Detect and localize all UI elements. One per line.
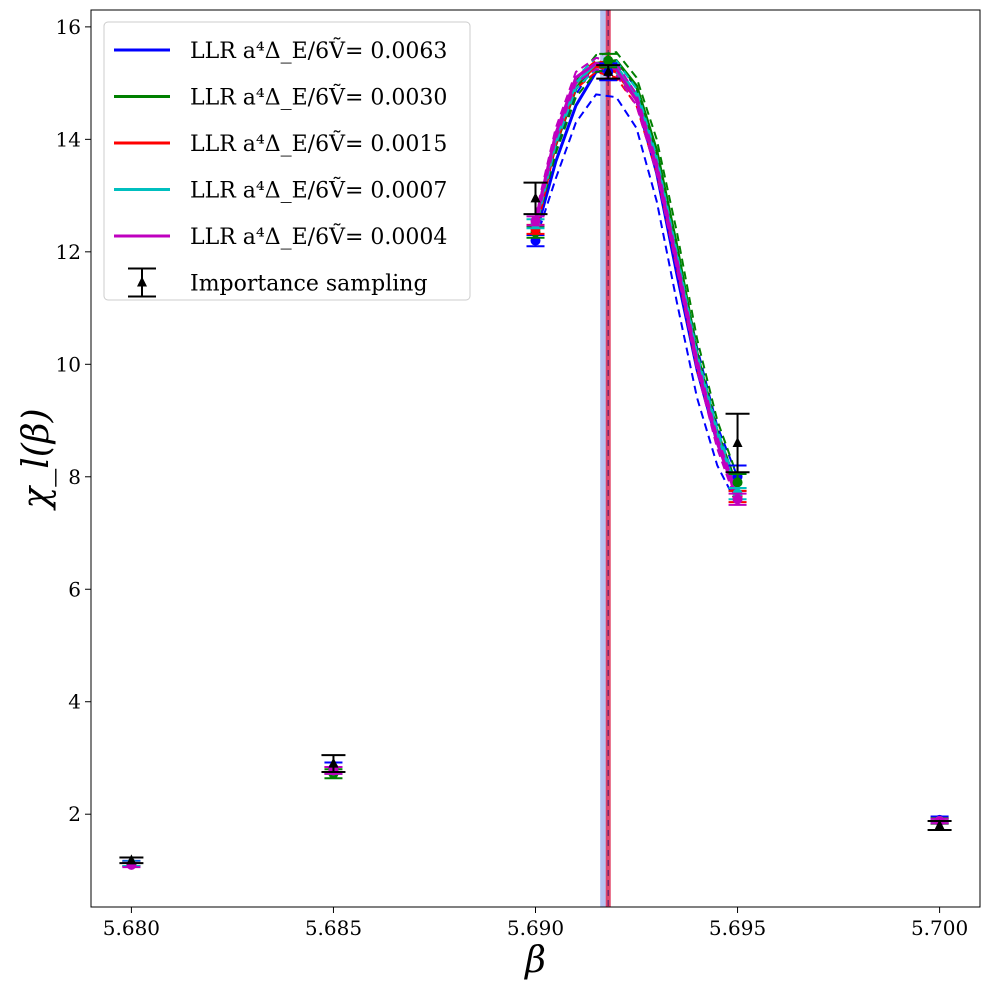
y-tick-label: 8 bbox=[68, 465, 81, 489]
data-point bbox=[530, 192, 541, 203]
data-point bbox=[732, 477, 743, 488]
legend-marker bbox=[137, 276, 147, 287]
x-tick-label: 5.695 bbox=[709, 916, 766, 940]
vertical-band bbox=[605, 10, 611, 907]
data-point bbox=[603, 65, 614, 76]
vertical-band bbox=[600, 10, 609, 907]
x-tick-label: 5.680 bbox=[103, 916, 160, 940]
data-point bbox=[328, 757, 339, 768]
series-line bbox=[534, 61, 739, 500]
data-point bbox=[603, 55, 614, 66]
x-tick-label: 5.690 bbox=[507, 916, 564, 940]
legend-label: LLR a⁴Δ_E/6Ṽ= 0.0007 bbox=[190, 176, 447, 204]
legend-label: Importance sampling bbox=[190, 272, 428, 297]
plot-content bbox=[119, 10, 952, 907]
y-tick-label: 4 bbox=[68, 690, 81, 714]
series-line bbox=[534, 61, 739, 495]
y-tick-label: 2 bbox=[68, 802, 81, 826]
legend: LLR a⁴Δ_E/6Ṽ= 0.0063 LLR a⁴Δ_E/6Ṽ= 0.0030… bbox=[103, 21, 471, 301]
plot-area bbox=[119, 10, 952, 907]
data-point bbox=[530, 215, 541, 226]
y-axis: 2 4 6 8 10 12 14 16 bbox=[56, 15, 91, 826]
y-tick-label: 6 bbox=[68, 577, 81, 601]
data-point bbox=[934, 819, 945, 830]
legend-label: LLR a⁴Δ_E/6Ṽ= 0.0004 bbox=[190, 222, 447, 250]
legend-label: LLR a⁴Δ_E/6Ṽ= 0.0030 bbox=[190, 83, 447, 111]
y-tick-label: 10 bbox=[56, 352, 81, 376]
x-axis: 5.680 5.685 5.690 5.695 5.700 bbox=[103, 907, 968, 940]
y-tick-label: 16 bbox=[56, 15, 81, 39]
legend-box bbox=[103, 21, 471, 301]
data-point bbox=[732, 494, 743, 505]
x-tick-label: 5.700 bbox=[911, 916, 968, 940]
y-axis-title: χ_l(β) bbox=[16, 408, 57, 511]
series-band-lower bbox=[534, 93, 739, 506]
x-axis-title: β bbox=[523, 940, 546, 981]
series-band-lower bbox=[534, 70, 739, 503]
y-tick-label: 12 bbox=[56, 240, 81, 264]
legend-label: LLR a⁴Δ_E/6Ṽ= 0.0015 bbox=[190, 129, 447, 157]
y-tick-label: 14 bbox=[56, 127, 81, 151]
data-point bbox=[126, 854, 137, 865]
legend-label: LLR a⁴Δ_E/6Ṽ= 0.0063 bbox=[190, 36, 447, 64]
x-tick-label: 5.685 bbox=[305, 916, 362, 940]
data-point bbox=[732, 437, 743, 448]
